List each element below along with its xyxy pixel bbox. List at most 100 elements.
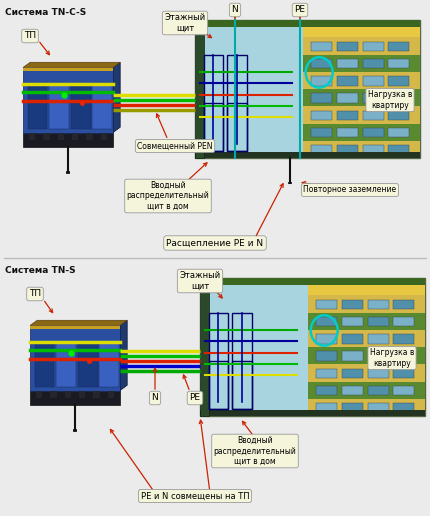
Text: Система TN-C-S: Система TN-C-S [5,8,86,17]
FancyBboxPatch shape [316,317,337,326]
FancyBboxPatch shape [92,84,112,129]
FancyBboxPatch shape [368,282,389,292]
FancyBboxPatch shape [195,20,303,158]
FancyBboxPatch shape [308,347,425,364]
FancyBboxPatch shape [86,133,93,140]
FancyBboxPatch shape [99,342,119,387]
FancyBboxPatch shape [303,72,420,89]
FancyBboxPatch shape [337,24,358,34]
FancyBboxPatch shape [49,84,69,129]
FancyBboxPatch shape [311,59,332,68]
FancyBboxPatch shape [30,391,120,405]
FancyBboxPatch shape [316,368,337,378]
FancyBboxPatch shape [342,334,363,344]
FancyBboxPatch shape [303,123,420,141]
FancyBboxPatch shape [388,110,409,120]
FancyBboxPatch shape [393,403,415,413]
FancyBboxPatch shape [342,403,363,413]
FancyBboxPatch shape [316,282,337,292]
FancyBboxPatch shape [368,334,389,344]
FancyBboxPatch shape [393,282,415,292]
FancyBboxPatch shape [23,68,113,133]
FancyBboxPatch shape [362,110,384,120]
FancyBboxPatch shape [195,153,420,158]
Text: Этажный
щит: Этажный щит [179,271,221,291]
FancyBboxPatch shape [36,391,42,398]
FancyBboxPatch shape [388,145,409,155]
FancyBboxPatch shape [368,368,389,378]
FancyBboxPatch shape [23,68,113,71]
FancyBboxPatch shape [368,317,389,326]
FancyBboxPatch shape [316,403,337,413]
FancyBboxPatch shape [393,368,415,378]
FancyBboxPatch shape [308,399,425,416]
FancyBboxPatch shape [200,278,308,416]
FancyBboxPatch shape [316,351,337,361]
Text: PE: PE [190,394,200,402]
FancyBboxPatch shape [308,330,425,347]
FancyBboxPatch shape [58,133,64,140]
FancyBboxPatch shape [362,145,384,155]
FancyBboxPatch shape [303,89,420,106]
FancyBboxPatch shape [342,386,363,395]
FancyBboxPatch shape [393,317,415,326]
FancyBboxPatch shape [195,20,204,158]
FancyBboxPatch shape [308,313,425,330]
FancyBboxPatch shape [337,128,358,137]
FancyBboxPatch shape [308,295,425,313]
Polygon shape [113,62,120,133]
FancyBboxPatch shape [308,285,425,295]
FancyBboxPatch shape [342,368,363,378]
FancyBboxPatch shape [303,37,420,55]
Polygon shape [23,62,120,68]
FancyBboxPatch shape [388,93,409,103]
FancyBboxPatch shape [362,42,384,51]
FancyBboxPatch shape [303,106,420,123]
FancyBboxPatch shape [368,300,389,309]
FancyBboxPatch shape [393,386,415,395]
FancyBboxPatch shape [337,93,358,103]
FancyBboxPatch shape [337,59,358,68]
FancyBboxPatch shape [200,411,425,416]
Polygon shape [120,320,127,391]
Text: Нагрузка в
квартиру: Нагрузка в квартиру [368,90,412,110]
FancyBboxPatch shape [316,300,337,309]
FancyBboxPatch shape [308,364,425,381]
FancyBboxPatch shape [337,42,358,51]
FancyBboxPatch shape [64,391,71,398]
Text: N: N [152,394,158,402]
FancyBboxPatch shape [43,133,49,140]
Text: N: N [232,6,238,14]
Text: PE: PE [295,6,305,14]
Text: Расщепление PE и N: Расщепление PE и N [166,238,264,248]
Text: Нагрузка в
квартиру: Нагрузка в квартиру [370,348,414,368]
FancyBboxPatch shape [308,278,425,295]
FancyBboxPatch shape [393,351,415,361]
FancyBboxPatch shape [303,141,420,158]
FancyBboxPatch shape [337,145,358,155]
FancyBboxPatch shape [311,24,332,34]
FancyBboxPatch shape [303,55,420,72]
FancyBboxPatch shape [303,20,420,37]
FancyBboxPatch shape [93,391,100,398]
FancyBboxPatch shape [342,317,363,326]
FancyBboxPatch shape [342,300,363,309]
FancyBboxPatch shape [337,76,358,86]
FancyBboxPatch shape [71,84,90,129]
FancyBboxPatch shape [311,128,332,137]
FancyBboxPatch shape [311,93,332,103]
Text: Этажный
щит: Этажный щит [164,13,206,33]
FancyBboxPatch shape [337,110,358,120]
FancyBboxPatch shape [362,76,384,86]
Polygon shape [30,320,127,326]
FancyBboxPatch shape [316,334,337,344]
FancyBboxPatch shape [368,386,389,395]
FancyBboxPatch shape [23,133,113,147]
Text: Повторное заземление: Повторное заземление [304,185,396,195]
FancyBboxPatch shape [342,351,363,361]
FancyBboxPatch shape [393,334,415,344]
FancyBboxPatch shape [311,42,332,51]
FancyBboxPatch shape [56,342,76,387]
FancyBboxPatch shape [388,76,409,86]
FancyBboxPatch shape [362,24,384,34]
